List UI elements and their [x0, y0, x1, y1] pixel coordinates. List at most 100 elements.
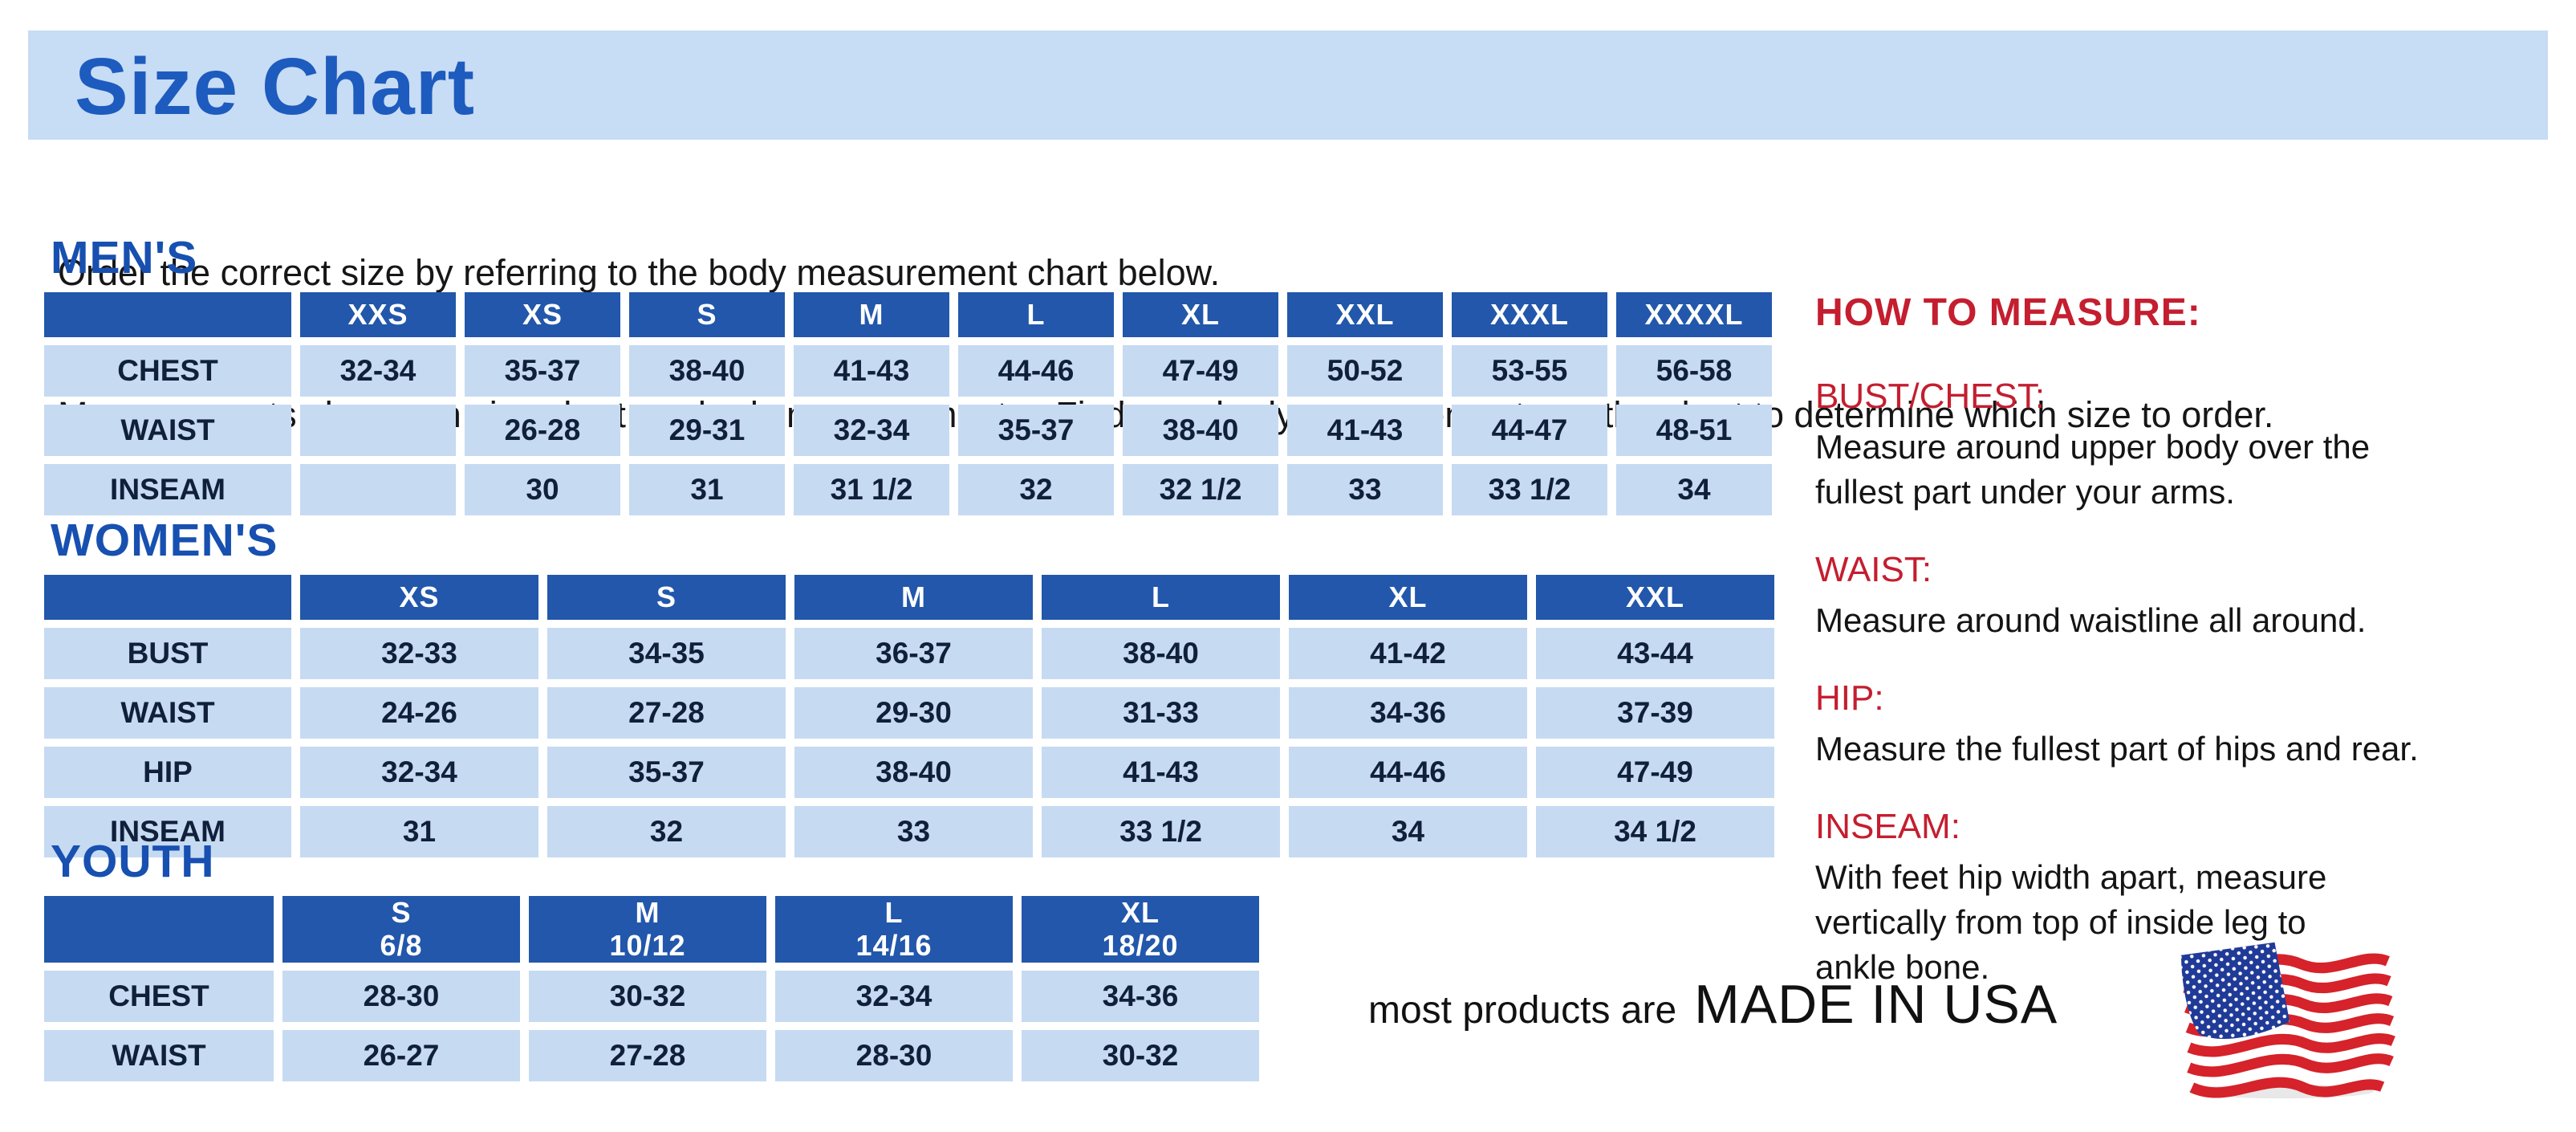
measure-item-heading: BUST/CHEST: [1815, 377, 2046, 416]
size-cell: 38-40 [794, 747, 1033, 798]
size-cell: 32-34 [794, 405, 949, 456]
size-cell: 31 [629, 464, 785, 515]
size-column-header: XXS [300, 292, 456, 337]
table-row: INSEAM 30 31 31 1/2 32 32 1/2 33 33 1/2 34 [44, 464, 1772, 515]
mens-size-table: XXS XS S M L XL XXL XXXL XXXXL CHEST 32-34 35-37 38-… [35, 284, 1781, 523]
row-label: INSEAM [44, 806, 291, 857]
size-cell: 33 1/2 [1452, 464, 1607, 515]
size-cell: 35-37 [465, 345, 620, 397]
row-label: WAIST [44, 687, 291, 739]
size-column-header: L [958, 292, 1114, 337]
size-cell: 34-35 [547, 628, 786, 679]
size-cell: 24-26 [300, 687, 538, 739]
size-cell: 44-46 [1289, 747, 1527, 798]
size-cell: 36-37 [794, 628, 1033, 679]
measure-item-text: Measure the fullest part of hips and rea… [1815, 730, 2419, 768]
size-column-header: M 10/12 [529, 896, 766, 963]
how-to-measure-title: HOW TO MEASURE: [1815, 291, 2201, 334]
size-cell: 26-28 [465, 405, 620, 456]
womens-size-table: XS S M L XL XXL BUST 32-33 34-35 36-37 38-40 41-42 4… [35, 567, 1783, 865]
how-to-measure-section: HOW TO MEASURE: BUST/CHEST: Measure arou… [1815, 291, 2570, 990]
measure-item-text: With feet hip width apart, measure verti… [1815, 858, 2327, 986]
size-column-header: XS [300, 575, 538, 620]
size-cell: 47-49 [1536, 747, 1774, 798]
page-title: Size Chart [75, 42, 476, 132]
row-label: WAIST [44, 1029, 274, 1081]
table-row: CHEST 32-34 35-37 38-40 41-43 44-46 47-49 50-52… [44, 345, 1772, 397]
size-cell: 33 1/2 [1042, 806, 1280, 857]
mens-section-label: MEN'S [51, 232, 198, 283]
size-cell: 44-47 [1452, 405, 1607, 456]
measure-item-text: Measure around waistline all around. [1815, 601, 2367, 639]
youth-size-table: S 6/8 M 10/12 L 14/16 XL 18/20 CHEST 28-30 30-32 32… [35, 888, 1268, 1089]
size-cell: 31 [300, 806, 538, 857]
size-cell: 32 [547, 806, 786, 857]
size-cell: 56-58 [1616, 345, 1772, 397]
size-cell: 34 [1289, 806, 1527, 857]
size-cell: 30 [465, 464, 620, 515]
row-label: BUST [44, 628, 291, 679]
size-cell: 30-32 [529, 970, 766, 1022]
size-cell: 35-37 [958, 405, 1114, 456]
size-column-header: S [547, 575, 786, 620]
size-cell: 41-43 [794, 345, 949, 397]
size-column-header: S [629, 292, 785, 337]
size-cell: 41-43 [1287, 405, 1443, 456]
size-cell: 32-34 [300, 747, 538, 798]
size-column-header: L 14/16 [775, 896, 1013, 963]
size-column-header: XS [465, 292, 620, 337]
mens-size-table-container: XXS XS S M L XL XXL XXXL XXXXL CHEST 32-34 35-37 38-… [44, 284, 1781, 523]
size-cell: 28-30 [282, 970, 520, 1022]
size-cell: 30-32 [1022, 1029, 1259, 1081]
footer-prefix-text: most products are [1368, 989, 1677, 1032]
youth-size-table-container: S 6/8 M 10/12 L 14/16 XL 18/20 CHEST 28-30 30-32 32… [44, 888, 1268, 1089]
size-cell [300, 464, 456, 515]
made-in-usa-line: most products are MADE IN USA [1368, 973, 2058, 1036]
row-label: INSEAM [44, 464, 291, 515]
size-column-header: XL 18/20 [1022, 896, 1259, 963]
size-column-header: XXXL [1452, 292, 1607, 337]
size-cell: 38-40 [1042, 628, 1280, 679]
size-cell: 38-40 [1123, 405, 1278, 456]
size-cell: 32-33 [300, 628, 538, 679]
size-column-header: M [794, 292, 949, 337]
size-cell: 41-43 [1042, 747, 1280, 798]
size-cell: 31-33 [1042, 687, 1280, 739]
size-cell: 34 [1616, 464, 1772, 515]
size-column-header: XXXXL [1616, 292, 1772, 337]
size-cell: 29-31 [629, 405, 785, 456]
measure-item-text: Measure around upper body over the fulle… [1815, 428, 2371, 511]
youth-section-label: YOUTH [51, 836, 215, 887]
size-cell: 32-34 [300, 345, 456, 397]
size-cell: 34-36 [1022, 970, 1259, 1022]
size-column-header: XXL [1536, 575, 1774, 620]
measure-item-waist: WAIST: Measure around waistline all arou… [1815, 550, 2570, 643]
size-cell: 33 [794, 806, 1033, 857]
table-row: WAIST 26-28 29-31 32-34 35-37 38-40 41-43 44-47… [44, 405, 1772, 456]
measure-item-bust-chest: BUST/CHEST: Measure around upper body ov… [1815, 377, 2570, 515]
size-cell: 38-40 [629, 345, 785, 397]
womens-section: WOMEN'S XS S M L XL XXL BUST 32-33 34-35 36-37 38-… [44, 514, 1783, 865]
measure-item-heading: WAIST: [1815, 550, 1932, 589]
table-row: WAIST 24-26 27-28 29-30 31-33 34-36 37-39 [44, 687, 1774, 739]
measure-item-heading: INSEAM: [1815, 807, 1960, 846]
size-cell: 32 1/2 [1123, 464, 1278, 515]
size-cell: 34-36 [1289, 687, 1527, 739]
size-cell: 47-49 [1123, 345, 1278, 397]
table-row: WAIST 26-27 27-28 28-30 30-32 [44, 1029, 1259, 1081]
womens-size-table-container: XS S M L XL XXL BUST 32-33 34-35 36-37 38-40 41-42 4… [44, 567, 1783, 865]
size-cell: 28-30 [775, 1029, 1013, 1081]
size-cell: 43-44 [1536, 628, 1774, 679]
size-cell: 48-51 [1616, 405, 1772, 456]
table-corner-cell [44, 292, 291, 337]
size-cell: 32 [958, 464, 1114, 515]
size-cell: 44-46 [958, 345, 1114, 397]
us-flag-icon [2163, 922, 2399, 1106]
size-cell: 53-55 [1452, 345, 1607, 397]
table-corner-cell [44, 896, 274, 963]
size-column-header: XXL [1287, 292, 1443, 337]
table-row: CHEST 28-30 30-32 32-34 34-36 [44, 970, 1259, 1022]
intro-line-1: Order the correct size by referring to t… [58, 252, 1221, 293]
made-in-usa-text: MADE IN USA [1694, 974, 2058, 1035]
mens-section: MEN'S XXS XS S M L XL XXL XXXL XXXXL CHEST 32-34 35… [44, 231, 1781, 523]
